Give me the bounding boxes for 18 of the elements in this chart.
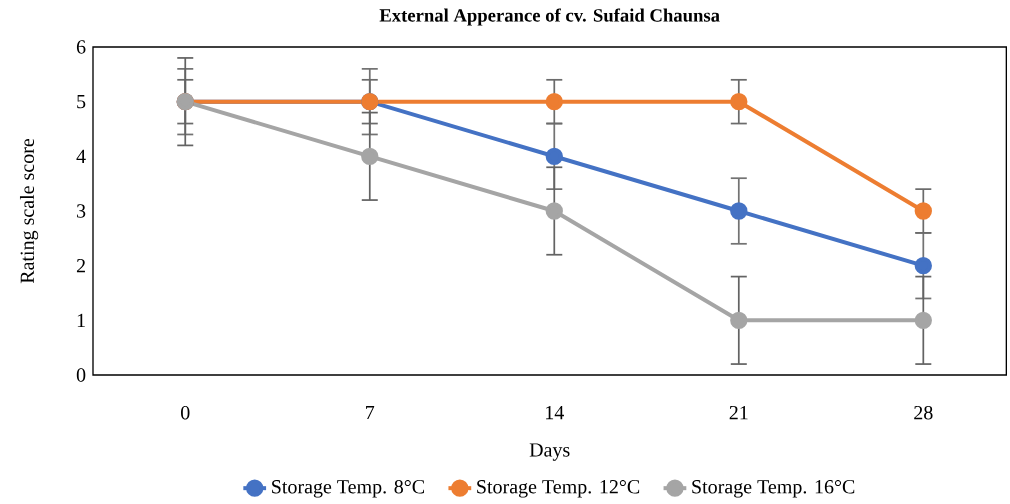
- x-tick-label: 0: [181, 405, 190, 420]
- chart-title: External Apperance of cv. Sufaid Chaunsa: [379, 8, 720, 26]
- x-tick-label: 7: [366, 405, 375, 420]
- x-tick-label: 28: [914, 405, 933, 420]
- x-tick-label: 21: [729, 405, 748, 420]
- x-tick-label: 14: [546, 405, 564, 420]
- y-tick-label: 2: [76, 259, 85, 273]
- y-axis-title: Rating scale score: [19, 138, 39, 284]
- legend-label: Storage Temp. 12°C: [477, 480, 640, 498]
- legend-label: Storage Temp. 16°C: [692, 480, 855, 498]
- y-tick-label: 4: [76, 149, 86, 163]
- y-tick-label: 1: [77, 313, 85, 327]
- y-tick-label: 6: [76, 40, 86, 54]
- x-axis-title: Days: [529, 443, 570, 461]
- y-tick-label: 5: [77, 95, 86, 109]
- y-tick-label: 0: [76, 368, 86, 382]
- y-tick-label: 3: [77, 204, 86, 218]
- legend-label: Storage Temp. 8°C: [272, 480, 425, 498]
